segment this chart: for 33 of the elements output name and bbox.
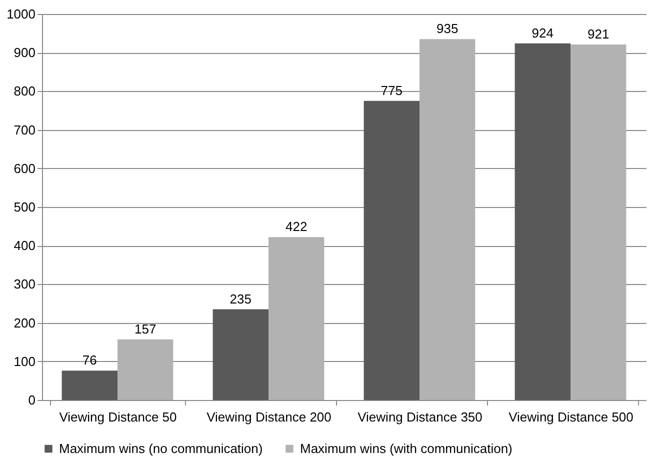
legend-label: Maximum wins (with communication) — [300, 440, 512, 456]
bar — [364, 100, 420, 400]
data-label: 157 — [134, 321, 156, 336]
data-label: 422 — [285, 219, 308, 234]
bar — [420, 39, 476, 400]
y-tick-label: 500 — [14, 200, 36, 214]
bar — [268, 237, 324, 400]
y-tick-label: 300 — [14, 276, 36, 292]
bar — [212, 309, 268, 400]
bar — [514, 43, 570, 400]
data-label: 76 — [82, 352, 97, 368]
bar — [570, 44, 626, 400]
data-label: 235 — [230, 291, 252, 306]
x-tick-label: Viewing Distance 200 — [206, 410, 332, 424]
y-tick-label: 100 — [14, 354, 36, 369]
y-tick-label: 1000 — [6, 6, 36, 22]
data-label: 935 — [436, 21, 458, 36]
y-tick-label: 900 — [14, 45, 36, 60]
bar — [118, 339, 174, 400]
x-tick-label: Viewing Distance 500 — [508, 410, 634, 424]
y-tick-label: 700 — [14, 122, 36, 138]
y-tick-label: 400 — [14, 238, 36, 254]
y-tick-label: 200 — [14, 315, 36, 330]
x-tick-label: Viewing Distance 350 — [358, 410, 482, 424]
data-label: 921 — [587, 26, 610, 42]
data-label: 924 — [532, 25, 554, 40]
data-label: 775 — [380, 82, 403, 98]
y-tick-label: 800 — [14, 84, 36, 99]
bar — [62, 370, 118, 400]
y-tick-label: 600 — [14, 160, 36, 176]
y-tick-label: 0 — [28, 392, 36, 408]
legend-label: Maximum wins (no communication) — [59, 440, 263, 456]
x-tick-label: Viewing Distance 50 — [59, 410, 177, 424]
